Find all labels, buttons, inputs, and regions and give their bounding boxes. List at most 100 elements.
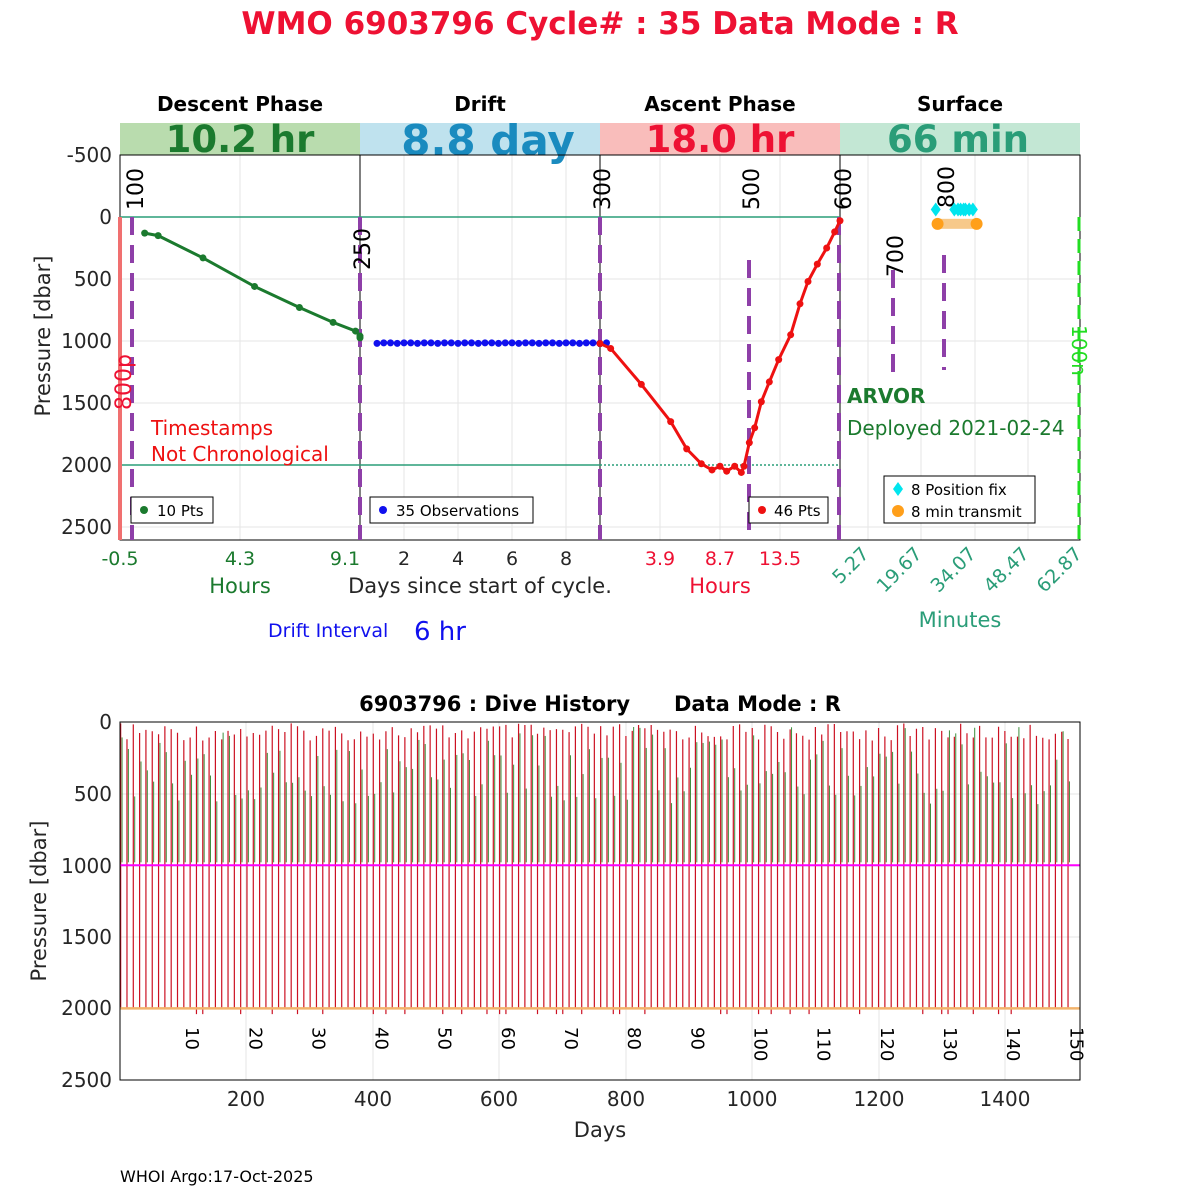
history-y-tick: 2000 [61,996,112,1020]
surface-x-tick: 62.87 [1033,543,1087,597]
history-x-tick: 800 [607,1087,645,1111]
phase-title-surface: Surface [917,92,1003,116]
dive-history-series [120,723,1080,1015]
drift-point [427,339,435,347]
ascent-point [757,398,765,406]
chart-title: WMO 6903796 Cycle# : 35 Data Mode : R [241,6,958,42]
drift-point [488,339,496,347]
ascent-point [823,244,831,252]
legend-drift-text: 35 Observations [396,502,519,520]
drift-point [555,339,563,347]
cycle-number-label: 50 [434,1027,455,1050]
ascent-point [723,467,731,475]
ascent-point [740,462,748,470]
descent-x-tick: -0.5 [101,548,138,570]
marker-label-600: 600 [832,168,857,210]
descent-point [154,232,162,240]
drift-point [474,339,482,347]
deployed-date: Deployed 2021-02-24 [847,416,1065,440]
surface-x-tick: 19.67 [873,543,927,597]
footer-credit: WHOI Argo:17-Oct-2025 [120,1167,314,1186]
descent-point [251,282,259,290]
transmit-point [970,217,983,230]
descent-point [329,318,337,326]
descent-series [141,229,364,342]
ascent-point [596,339,604,347]
float-type: ARVOR [847,384,925,408]
phase-title-ascent: Ascent Phase [644,92,795,116]
ascent-point [751,424,759,432]
drift-point [461,339,469,347]
drift-point [495,339,502,347]
drift-point [549,339,556,347]
ascent-point [787,331,795,339]
legend-ascent: 46 Pts [748,496,829,524]
phase-title-descent: Descent Phase [157,92,323,116]
phase-duration-descent: 10.2 hr [166,118,316,161]
cycle-number-label: 150 [1065,1027,1086,1061]
drift-point [562,339,570,347]
drift-point [522,339,529,347]
top-y-axis-label: Pressure [dbar] [31,256,55,417]
history-x-tick: 400 [354,1087,392,1111]
ascent-x-tick: 13.5 [759,548,801,570]
cycle-number-label: 100 [750,1027,771,1061]
cycle-number-label: 80 [623,1027,644,1050]
cycle-number-label: 40 [371,1027,392,1050]
y-tick-label: 2000 [61,453,112,477]
cycle-number-label: 20 [244,1027,265,1050]
phase-duration-surface: 66 min [887,118,1029,161]
descent-x-tick: 4.3 [225,548,255,570]
cycle-number-label: 90 [686,1027,707,1050]
cycle-labels: 10 20 30 40 50 60 70 80 90 100 110 120 130 140 150 [181,1027,1086,1061]
ascent-point [731,462,739,470]
cycle-number-label: 30 [307,1027,328,1050]
ascent-point [765,378,773,386]
phase-band-surface [840,123,1080,155]
phase-duration-ascent: 18.0 hr [646,118,796,161]
phase-duration-drift: 8.8 day [401,116,575,165]
drift-point [508,339,516,347]
ascent-x-tick: 8.7 [705,548,735,570]
ascent-series [596,217,844,476]
marker-label-800: 800 [935,166,960,208]
cycle-number-label: 110 [813,1027,834,1061]
warning-line-1: Timestamps [150,416,273,440]
marker-label-250: 250 [351,228,376,270]
marker-lines [130,217,946,540]
drift-point [582,339,590,347]
drift-point [407,339,415,347]
x-label-hours-ascent: Hours [689,574,751,598]
history-x-axis-label: Days [574,1118,626,1142]
transmit-window [937,218,977,229]
x-label-minutes: Minutes [919,608,1002,632]
ascent-point [708,466,716,474]
drift-point [387,339,394,347]
drift-point [468,339,475,347]
y-tick-label: 1500 [61,391,112,415]
warning-line-2: Not Chronological [151,442,329,466]
drift-point [535,339,543,347]
history-x-tick: 600 [480,1087,518,1111]
surface-x-tick: 5.27 [828,543,873,588]
drift-x-tick: 2 [398,548,410,570]
ascent-point [637,380,645,388]
history-y-tick: 1500 [61,925,112,949]
surface-x-tick: 48.47 [980,543,1034,597]
surface-x-tick: 34.07 [927,543,981,597]
legend-surface: 8 Position fix 8 min transmit [883,475,1036,524]
legend-ascent-text: 46 Pts [774,502,821,520]
cycle-number-label: 120 [876,1027,897,1061]
drift-point [420,339,428,347]
ascent-point [775,356,783,364]
drift-point [528,339,536,347]
history-y-tick: 2500 [61,1068,112,1092]
drift-point [542,339,550,347]
drift-x-tick: 6 [506,548,518,570]
ascent-point [697,460,705,468]
y-tick-label: 1000 [61,329,112,353]
legend-position-text: 8 Position fix [911,481,1007,499]
cycle-number-label: 60 [497,1027,518,1050]
descent-point [352,327,360,335]
